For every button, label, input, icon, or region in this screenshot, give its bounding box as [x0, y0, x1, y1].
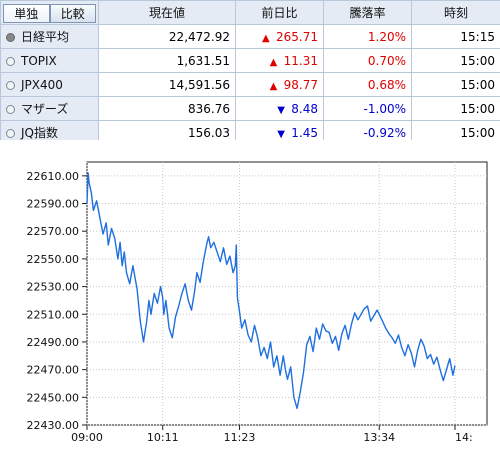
price-cell: 836.76: [99, 97, 236, 121]
y-tick-label: 22590.00: [27, 198, 80, 211]
pct-cell: -1.00%: [324, 97, 412, 121]
y-tick-label: 22610.00: [27, 170, 80, 183]
time-cell: 15:00: [412, 73, 500, 97]
x-tick-label: 13:34: [363, 431, 395, 444]
column-header-change: 前日比: [236, 1, 324, 25]
column-header-price: 現在値: [99, 1, 236, 25]
column-header-pct: 騰落率: [324, 1, 412, 25]
intraday-chart: 22610.00 22590.00 22570.00 22550.00 22530.00…: [0, 140, 500, 446]
change-value: 265.71: [276, 30, 318, 44]
y-tick-label: 22530.00: [27, 281, 80, 294]
index-name-cell[interactable]: JPX400: [1, 73, 99, 97]
column-header-time: 時刻: [412, 1, 500, 25]
price-cell: 22,472.92: [99, 25, 236, 49]
arrow-up-icon: ▲: [262, 33, 276, 44]
time-cell: 15:00: [412, 49, 500, 73]
change-value: 11.31: [284, 54, 318, 68]
index-name: JPX400: [21, 78, 63, 92]
arrow-down-icon: ▼: [277, 129, 291, 140]
change-cell: ▼8.48: [236, 97, 324, 121]
y-tick-label: 22490.00: [27, 336, 80, 349]
arrow-up-icon: ▲: [270, 81, 284, 92]
plot-frame: [87, 162, 487, 425]
radio-icon[interactable]: [6, 105, 15, 114]
table-row[interactable]: マザーズ 836.76 ▼8.48 -1.00% 15:00: [1, 97, 500, 121]
table-row[interactable]: JPX400 14,591.56 ▲98.77 0.68% 15:00: [1, 73, 500, 97]
tab-single[interactable]: 単独: [3, 4, 50, 23]
intraday-chart-svg: 22610.00 22590.00 22570.00 22550.00 22530.00…: [0, 140, 500, 446]
change-cell: ▲98.77: [236, 73, 324, 97]
pct-cell: 0.70%: [324, 49, 412, 73]
change-value: 1.45: [291, 126, 318, 140]
radio-selected-icon[interactable]: [6, 33, 15, 42]
index-name-cell[interactable]: マザーズ: [1, 97, 99, 121]
table-row[interactable]: TOPIX 1,631.51 ▲11.31 0.70% 15:00: [1, 49, 500, 73]
index-quote-table: 単独比較 現在値 前日比 騰落率 時刻 日経平均 22,472.92 ▲265.…: [0, 0, 500, 145]
price-cell: 1,631.51: [99, 49, 236, 73]
y-tick-label: 22470.00: [27, 364, 80, 377]
y-tick-label: 22550.00: [27, 253, 80, 266]
pct-cell: 0.68%: [324, 73, 412, 97]
x-tick-label: 10:11: [147, 431, 179, 444]
index-name: 日経平均: [21, 30, 69, 44]
change-cell: ▲265.71: [236, 25, 324, 49]
change-value: 98.77: [284, 78, 318, 92]
view-tabs: 単独比較: [1, 1, 99, 25]
change-value: 8.48: [291, 102, 318, 116]
table-row[interactable]: 日経平均 22,472.92 ▲265.71 1.20% 15:15: [1, 25, 500, 49]
y-tick-label: 22570.00: [27, 225, 80, 238]
pct-cell: 1.20%: [324, 25, 412, 49]
index-name: TOPIX: [21, 54, 57, 68]
x-tick-label: 14:: [455, 431, 473, 444]
change-cell: ▲11.31: [236, 49, 324, 73]
radio-icon[interactable]: [6, 129, 15, 138]
index-name-cell[interactable]: TOPIX: [1, 49, 99, 73]
table-header-row: 単独比較 現在値 前日比 騰落率 時刻: [1, 1, 500, 25]
tab-compare[interactable]: 比較: [50, 4, 97, 23]
index-name-cell[interactable]: 日経平均: [1, 25, 99, 49]
arrow-up-icon: ▲: [270, 57, 284, 68]
x-tick-label: 09:00: [71, 431, 103, 444]
price-cell: 14,591.56: [99, 73, 236, 97]
y-tick-label: 22450.00: [27, 391, 80, 404]
x-tick-label: 11:23: [224, 431, 256, 444]
index-name: マザーズ: [21, 102, 68, 116]
time-cell: 15:00: [412, 97, 500, 121]
y-tick-label: 22510.00: [27, 308, 80, 321]
time-cell: 15:15: [412, 25, 500, 49]
radio-icon[interactable]: [6, 81, 15, 90]
radio-icon[interactable]: [6, 57, 15, 66]
arrow-down-icon: ▼: [277, 105, 291, 116]
index-name: JQ指数: [21, 126, 58, 140]
